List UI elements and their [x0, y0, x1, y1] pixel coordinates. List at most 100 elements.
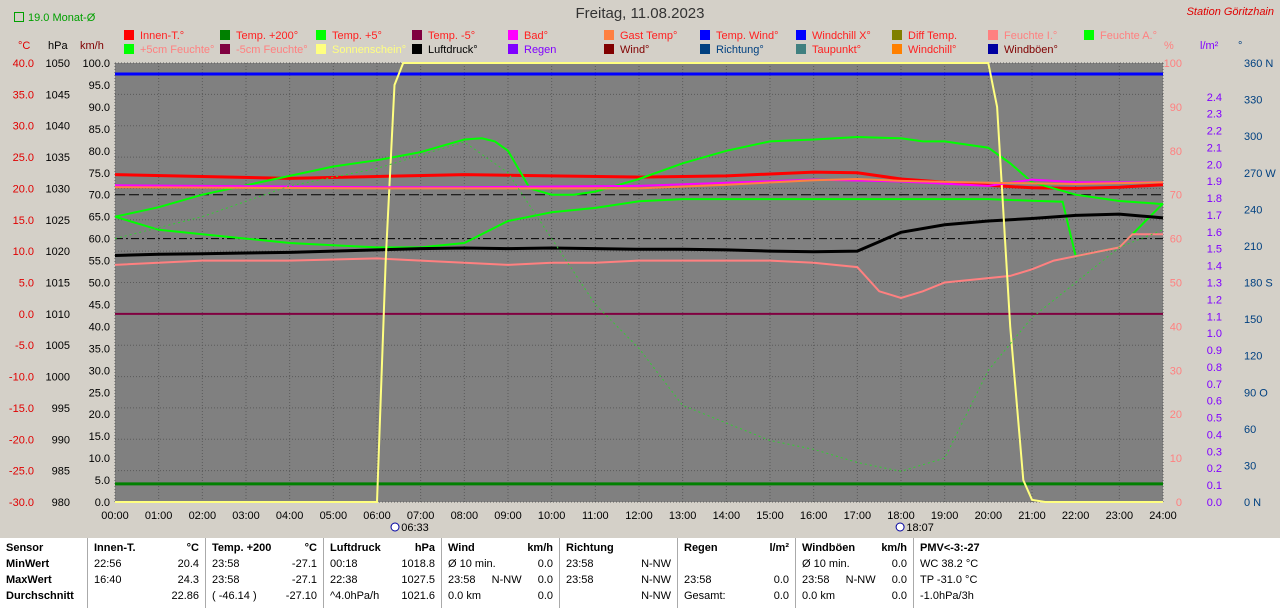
legend-label: Gast Temp° — [620, 30, 678, 42]
stats-min-label: MinWert — [6, 558, 50, 570]
legend-label: Windböen° — [1004, 44, 1058, 56]
innen-max-time: 16:40 — [94, 574, 122, 586]
x-tick-label: 06:00 — [363, 510, 391, 522]
y-tick-direction: 300 — [1244, 131, 1262, 143]
legend-swatch-icon — [508, 30, 518, 40]
chart-title: Freitag, 11.08.2023 — [575, 5, 705, 22]
x-tick-label: 20:00 — [975, 510, 1003, 522]
legend-label: +5cm Feuchte° — [140, 44, 215, 56]
legend-item: Temp. Wind° — [700, 30, 778, 42]
y-tick-rain: 1.9 — [1207, 176, 1222, 188]
y-tick-rain: 0.7 — [1207, 379, 1222, 391]
druck-min-value: 1018.8 — [401, 558, 435, 570]
y-tick-wind: 15.0 — [89, 431, 110, 443]
y-tick-humidity: 20 — [1170, 409, 1182, 421]
temp200-max-time: 23:58 — [212, 574, 240, 586]
legend-item: Richtung° — [700, 44, 764, 56]
innen-max-value: 24.3 — [177, 574, 199, 586]
x-tick-label: 23:00 — [1106, 510, 1134, 522]
y-tick-direction: 120 — [1244, 351, 1262, 363]
legend-swatch-icon — [604, 44, 614, 54]
y-tick-pressure: 980 — [52, 497, 70, 509]
druck-max-time: 22:38 — [330, 574, 358, 586]
y-tick-pressure: 1010 — [46, 309, 70, 321]
x-tick-label: 02:00 — [189, 510, 217, 522]
stats-sensor-header: Sensor — [6, 542, 44, 554]
y-tick-temp: 10.0 — [13, 246, 34, 258]
y-tick-rain: 2.4 — [1207, 92, 1222, 104]
legend-label: Luftdruck° — [428, 44, 478, 56]
boen-max-dir: N-NW — [845, 574, 876, 586]
stats-sensor-col: Sensor MinWert MaxWert Durchschnitt — [0, 538, 88, 608]
y-tick-wind: 25.0 — [89, 387, 110, 399]
y-tick-direction: 180 S — [1244, 278, 1273, 290]
stats-wind-col: Wind km/h Ø 10 min. 0.0 23:58 N-NW 0.0 0.0 k… — [442, 538, 560, 608]
stats-pmv-col: PMV<-3:-27 WC 38.2 °C TP -31.0 °C -1.0hP… — [914, 538, 1280, 608]
y-tick-humidity: 90 — [1170, 102, 1182, 114]
pmv-header: PMV<-3:-27 — [920, 542, 980, 554]
unit-hpa: hPa — [48, 40, 68, 52]
legend-item: Gast Temp° — [604, 30, 677, 42]
x-tick-label: 17:00 — [844, 510, 872, 522]
x-tick-label: 16:00 — [800, 510, 828, 522]
boen-header: Windböen — [802, 542, 856, 554]
y-tick-wind: 0.0 — [95, 497, 110, 509]
legend-item: Feuchte A.° — [1084, 30, 1157, 42]
y-tick-pressure: 1045 — [46, 89, 70, 101]
legend-label: Temp. +5° — [332, 30, 382, 42]
series-line — [114, 135, 1164, 218]
legend-item: Innen-T.° — [124, 30, 184, 42]
x-tick-label: 04:00 — [276, 510, 304, 522]
legend-item: Taupunkt° — [796, 44, 861, 56]
stats-avg-label: Durchschnitt — [6, 590, 74, 602]
y-tick-humidity: 0 — [1176, 497, 1182, 509]
sunrise-icon — [390, 522, 400, 532]
y-tick-pressure: 1000 — [46, 372, 70, 384]
legend-item: Sonnenschein° — [316, 44, 406, 56]
temp200-header: Temp. +200 — [212, 542, 272, 554]
y-tick-rain: 0.9 — [1207, 345, 1222, 357]
chart-panel: 00:00 01:00 02:00 03:00 04:00 05:00 06:00 07:00… — [8, 5, 1277, 534]
y-tick-humidity: 80 — [1170, 146, 1182, 158]
y-tick-humidity: 10 — [1170, 453, 1182, 465]
y-tick-temp: 40.0 — [13, 58, 34, 70]
y-tick-humidity: 60 — [1170, 234, 1182, 246]
series-line — [114, 233, 1163, 299]
y-tick-wind: 70.0 — [89, 190, 110, 202]
y-tick-wind: 90.0 — [89, 102, 110, 114]
innen-unit: °C — [186, 542, 199, 554]
stats-temp200-col: Temp. +200 °C 23:58 -27.1 23:58 -27.1 ( -46… — [206, 538, 324, 608]
y-tick-rain: 1.5 — [1207, 244, 1222, 256]
y-tick-rain: 0.5 — [1207, 413, 1222, 425]
legend-swatch-icon — [988, 30, 998, 40]
y-tick-temp: -5.0 — [15, 340, 34, 352]
x-tick-label: 00:00 — [101, 510, 129, 522]
legend-swatch-icon — [220, 44, 230, 54]
richtung-max-value: N-NW — [641, 574, 671, 586]
month-average-label: 19.0 Monat-Ø — [28, 12, 96, 24]
y-tick-direction: 360 N — [1244, 58, 1273, 70]
y-tick-rain: 1.3 — [1207, 278, 1222, 290]
x-tick-label: 08:00 — [451, 510, 479, 522]
temp200-min-value: -27.1 — [291, 558, 317, 570]
richtung-max-time: 23:58 — [566, 574, 594, 586]
druck-header: Luftdruck — [330, 542, 381, 554]
boen-min-value: 0.0 — [891, 558, 907, 570]
y-tick-pressure: 985 — [52, 466, 70, 478]
regen-max-time: 23:58 — [684, 574, 712, 586]
innen-min-time: 22:56 — [94, 558, 122, 570]
series-line — [114, 177, 1164, 190]
temp200-avg-time: ( -46.14 ) — [212, 590, 257, 602]
x-tick-label: 12:00 — [625, 510, 653, 522]
series-line — [114, 170, 1164, 190]
wind-unit: km/h — [527, 542, 553, 554]
y-tick-rain: 1.2 — [1207, 294, 1222, 306]
unit-celsius: °C — [18, 40, 31, 52]
regen-header: Regen — [684, 542, 718, 554]
regen-avg-time: Gesamt: — [684, 590, 726, 602]
y-tick-temp: 25.0 — [13, 152, 34, 164]
y-tick-temp: 20.0 — [13, 183, 34, 195]
y-tick-pressure: 1040 — [46, 121, 70, 133]
innen-header: Innen-T. — [94, 542, 136, 554]
month-average: 19.0 Monat-Ø — [14, 12, 95, 24]
